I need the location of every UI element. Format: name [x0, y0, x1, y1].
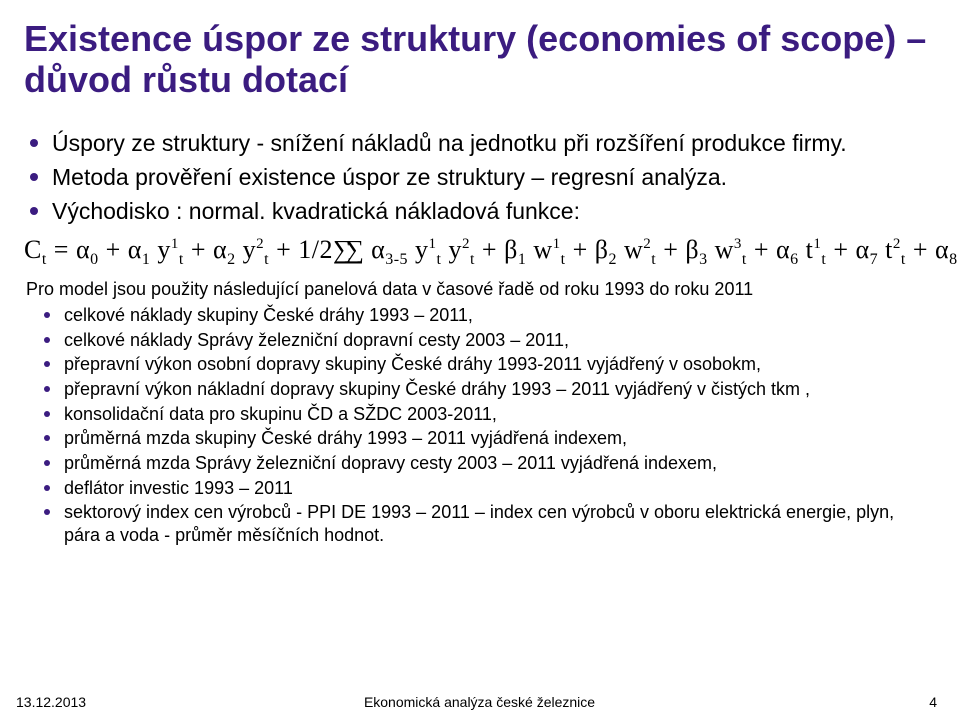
- panel-data-item: přepravní výkon nákladní dopravy skupiny…: [24, 378, 935, 401]
- slide-footer: 13.12.2013 Ekonomická analýza české žele…: [0, 694, 959, 710]
- main-bullet-item: Úspory ze struktury - snížení nákladů na…: [24, 129, 935, 157]
- cost-function-formula: Ct = α0 + α1 y1t + α2 y2t + 1/2∑∑ α3-5 y…: [24, 235, 935, 265]
- panel-data-item: konsolidační data pro skupinu ČD a SŽDC …: [24, 403, 935, 426]
- main-bullet-item: Východisko : normal. kvadratická náklado…: [24, 197, 935, 225]
- main-bullet-list: Úspory ze struktury - snížení nákladů na…: [24, 129, 935, 225]
- footer-title: Ekonomická analýza české železnice: [0, 694, 959, 710]
- main-bullet-item: Metoda prověření existence úspor ze stru…: [24, 163, 935, 191]
- panel-data-item: přepravní výkon osobní dopravy skupiny Č…: [24, 353, 935, 376]
- panel-data-item: průměrná mzda Správy železniční dopravy …: [24, 452, 935, 475]
- panel-data-item: sektorový index cen výrobců - PPI DE 199…: [24, 501, 935, 546]
- panel-data-item: celkové náklady Správy železniční doprav…: [24, 329, 935, 352]
- panel-data-list: celkové náklady skupiny České dráhy 1993…: [24, 304, 935, 547]
- slide: Existence úspor ze struktury (economies …: [0, 0, 959, 718]
- panel-data-intro: Pro model jsou použity následující panel…: [26, 279, 935, 300]
- panel-data-item: průměrná mzda skupiny České dráhy 1993 –…: [24, 427, 935, 450]
- slide-title: Existence úspor ze struktury (economies …: [24, 18, 935, 101]
- panel-data-item: celkové náklady skupiny České dráhy 1993…: [24, 304, 935, 327]
- footer-page-number: 4: [929, 694, 937, 710]
- panel-data-item: deflátor investic 1993 – 2011: [24, 477, 935, 500]
- footer-date: 13.12.2013: [16, 694, 86, 710]
